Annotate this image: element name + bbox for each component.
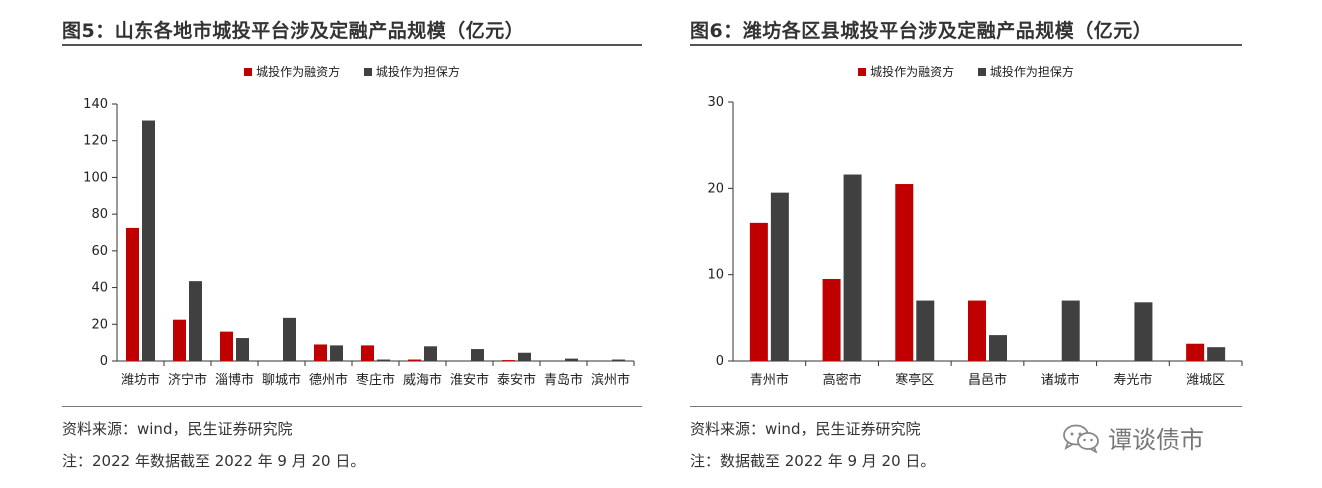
x-tick-label: 潍坊市	[121, 372, 160, 388]
x-tick-label: 潍城区	[1186, 373, 1225, 388]
y-tick-label: 30	[707, 95, 724, 110]
x-tick-label: 淄博市	[215, 372, 254, 388]
bar-guarantor	[1207, 347, 1226, 361]
legend-item-guarantor: 城投作为担保方	[363, 63, 460, 80]
bar-guarantor	[989, 335, 1007, 361]
legend-swatch-guarantor	[363, 67, 372, 76]
bar-guarantor	[189, 281, 202, 361]
bar-guarantor	[916, 300, 935, 361]
bar-financing	[408, 359, 421, 361]
y-tick-label: 20	[91, 317, 108, 332]
figure-5-source-rule	[62, 406, 642, 407]
bar-guarantor	[330, 345, 343, 361]
figure-6-source-note: 资料来源：wind，民生证券研究院	[690, 420, 921, 438]
bar-guarantor	[612, 359, 625, 361]
bar-guarantor	[471, 349, 484, 361]
bar-financing	[314, 344, 327, 361]
x-tick-label: 高密市	[823, 372, 862, 388]
legend-swatch-guarantor	[977, 67, 986, 76]
x-tick-label: 青岛市	[544, 372, 583, 388]
x-tick-label: 昌邑市	[968, 372, 1007, 388]
legend-label-guarantor: 城投作为担保方	[375, 65, 460, 79]
x-tick-label: 滨州市	[591, 372, 630, 388]
y-tick-label: 140	[83, 97, 108, 112]
figure-5-source-note: 资料来源：wind，民生证券研究院	[62, 420, 293, 438]
bar-guarantor	[377, 359, 390, 361]
figure-6-legend: 城投作为融资方 城投作为担保方	[690, 63, 1242, 80]
x-tick-label: 诸城市	[1041, 372, 1080, 388]
x-tick-label: 青州市	[750, 372, 789, 388]
figure-6-source-rule	[690, 406, 1242, 407]
x-tick-label: 寿光市	[1113, 372, 1152, 388]
y-tick-label: 100	[83, 170, 108, 185]
bar-financing	[220, 331, 233, 361]
bar-financing	[749, 222, 768, 361]
bar-guarantor	[1061, 300, 1080, 361]
figure-6-title: 图6：潍坊各区县城投平台涉及定融产品规模（亿元）	[690, 20, 1153, 42]
bar-guarantor	[236, 338, 249, 361]
y-tick-label: 80	[91, 207, 108, 222]
y-tick-label: 0	[100, 354, 108, 369]
legend-item-guarantor: 城投作为担保方	[977, 63, 1074, 80]
figure-5-legend: 城投作为融资方 城投作为担保方	[62, 63, 642, 80]
bar-financing	[895, 184, 914, 361]
bar-guarantor	[283, 317, 296, 361]
wechat-icon	[1063, 424, 1099, 453]
figure-5-title: 图5：山东各地市城投平台涉及定融产品规模（亿元）	[62, 20, 525, 42]
figure-6-title-rule	[690, 44, 1242, 46]
watermark-text: 谭谈债市	[1108, 426, 1204, 454]
bar-financing	[1186, 343, 1205, 361]
figure-5-title-rule	[62, 44, 642, 46]
bar-guarantor	[565, 358, 578, 361]
legend-label-guarantor: 城投作为担保方	[989, 65, 1074, 79]
figure-5-chart: 0 20 40 60 80 100 120 140 潍坊市 济宁市 淄博市 聊城市 德州市 枣庄市 威海市淮…	[83, 97, 635, 388]
x-tick-label: 聊城市	[262, 372, 301, 388]
legend-item-financing: 城投作为融资方	[244, 63, 340, 80]
bar-guarantor	[142, 120, 155, 362]
y-tick-label: 120	[83, 134, 108, 149]
legend-label-financing: 城投作为融资方	[870, 65, 955, 79]
bar-financing	[968, 300, 986, 361]
legend-label-financing: 城投作为融资方	[256, 65, 341, 79]
figure-6-date-note: 注：数据截至 2022 年 9 月 20 日。	[690, 452, 936, 470]
bar-guarantor	[1134, 302, 1153, 361]
bar-financing	[361, 345, 374, 361]
figure-5-date-note: 注：2022 年数据截至 2022 年 9 月 20 日。	[62, 452, 366, 470]
watermark: 谭谈债市	[1062, 420, 1204, 455]
bar-guarantor	[843, 174, 862, 361]
x-tick-label: 淮安市	[450, 372, 489, 388]
y-tick-label: 60	[91, 244, 108, 259]
bar-financing	[126, 227, 139, 361]
x-tick-label: 威海市	[403, 372, 442, 388]
bar-guarantor	[770, 192, 789, 361]
legend-swatch-financing	[858, 67, 867, 76]
y-tick-label: 20	[707, 181, 724, 196]
y-tick-label: 10	[707, 268, 724, 283]
bar-financing	[173, 319, 186, 361]
x-tick-label: 德州市	[309, 372, 348, 388]
bar-guarantor	[518, 352, 531, 361]
bar-guarantor	[424, 346, 437, 361]
x-tick-label: 枣庄市	[356, 372, 395, 388]
x-tick-label: 泰安市	[497, 372, 536, 388]
x-tick-label: 济宁市	[168, 372, 207, 388]
bar-financing	[502, 360, 515, 361]
figure-6-chart: 0 10 20 30 青州市 高密市 寒亭区 昌邑市 诸城市 寿光市 潍城区	[707, 95, 1243, 388]
y-tick-label: 40	[91, 281, 108, 296]
legend-item-financing: 城投作为融资方	[858, 63, 954, 80]
bar-financing	[822, 278, 841, 361]
x-tick-label: 寒亭区	[895, 372, 934, 388]
y-tick-label: 0	[716, 354, 724, 369]
legend-swatch-financing	[244, 67, 253, 76]
